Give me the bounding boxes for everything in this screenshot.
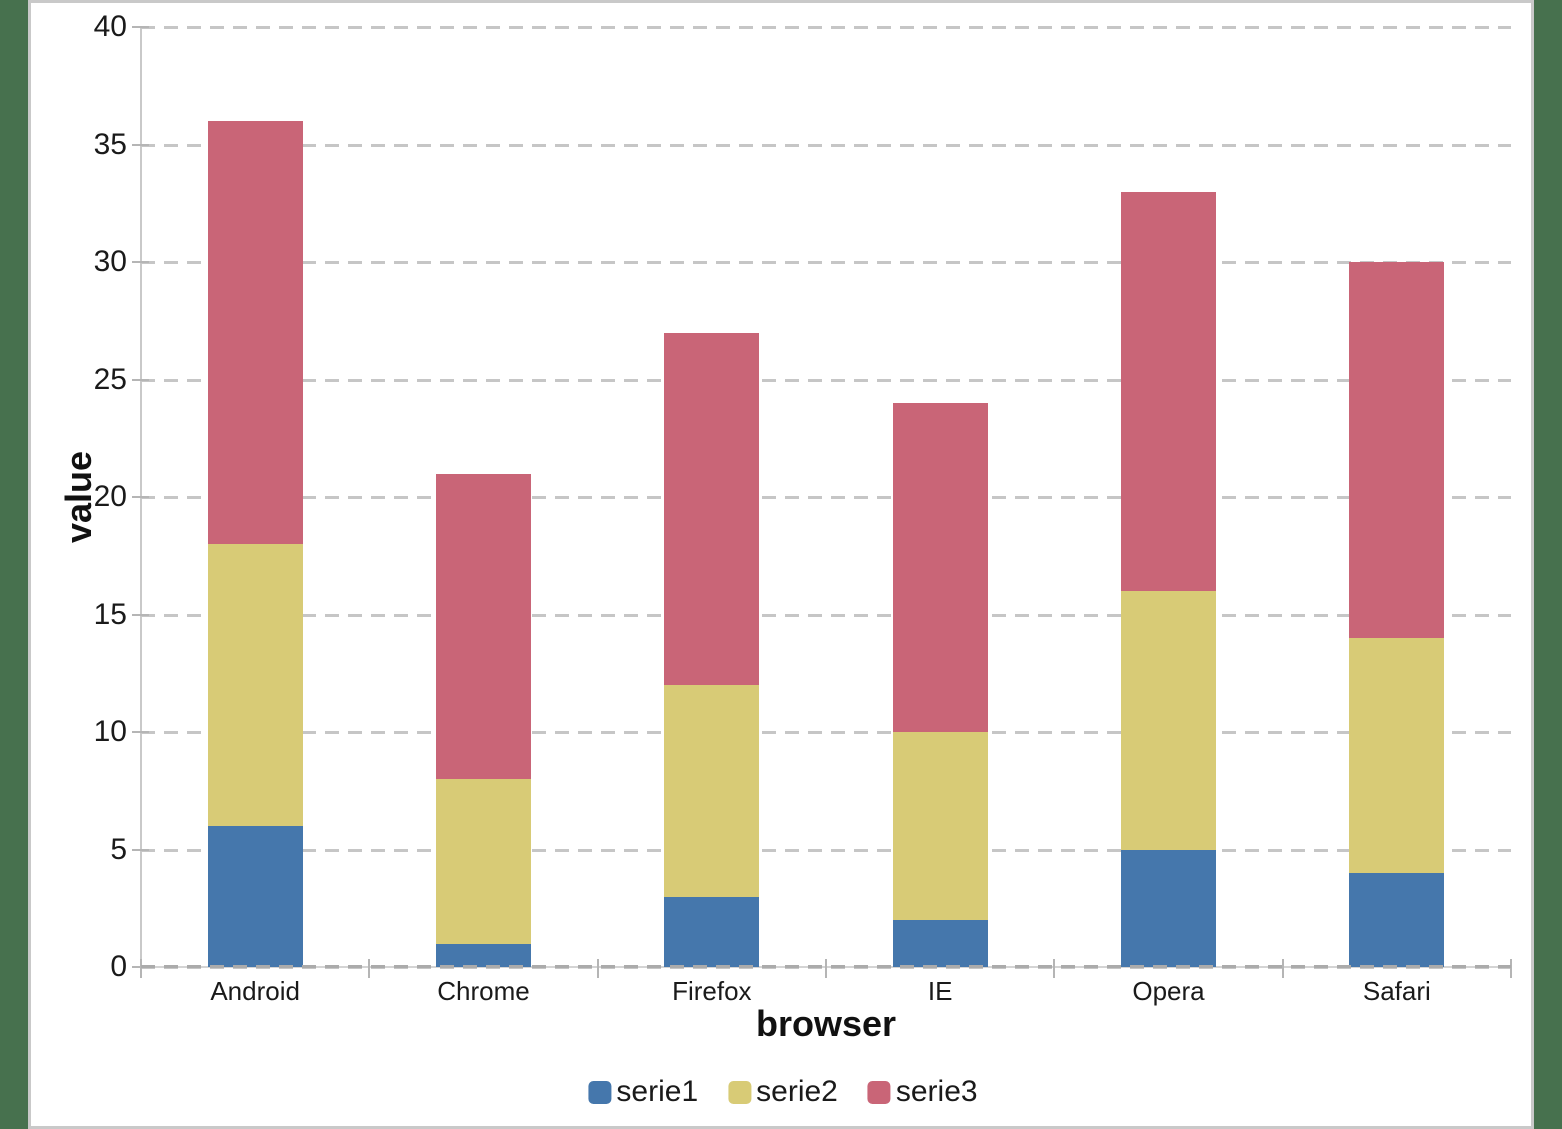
y-tick-label-15: 15	[93, 597, 127, 631]
bar-segment-ie-serie2[interactable]	[892, 732, 988, 920]
zero-gridline-overlay	[141, 965, 1511, 968]
plot-area	[132, 26, 1512, 978]
bar-segment-safari-serie3[interactable]	[1349, 262, 1445, 638]
x-category-label-safari: Safari	[1362, 976, 1431, 1006]
bar-segment-android-serie1[interactable]	[207, 826, 303, 967]
legend-item-serie3[interactable]: serie3	[867, 1075, 978, 1109]
y-tick-label-40: 40	[93, 10, 127, 43]
y-tick-label-0: 0	[110, 950, 127, 983]
y-tick-label-35: 35	[93, 127, 127, 161]
bar-opera	[1121, 191, 1216, 967]
x-axis-tick-0	[140, 959, 142, 978]
bar-firefox	[664, 332, 760, 967]
bar-segment-firefox-serie1[interactable]	[664, 896, 760, 967]
y-axis-tick-10	[132, 731, 149, 733]
gridline-20	[141, 496, 1511, 499]
bar-segment-ie-serie1[interactable]	[892, 920, 988, 967]
x-category-label-chrome: Chrome	[437, 976, 530, 1006]
bar-segment-opera-serie3[interactable]	[1121, 191, 1216, 591]
x-axis-tick-4	[1053, 959, 1056, 978]
x-category-label-opera: Opera	[1132, 976, 1205, 1006]
y-tick-label-5: 5	[110, 832, 127, 866]
bar-ie	[892, 403, 988, 967]
y-tick-label-20: 20	[93, 480, 127, 513]
x-axis-tick-6	[1510, 959, 1512, 978]
x-axis-tick-3	[825, 959, 827, 978]
bar-segment-android-serie2[interactable]	[207, 544, 303, 826]
bar-segment-safari-serie2[interactable]	[1349, 638, 1445, 873]
bar-segment-opera-serie2[interactable]	[1121, 591, 1216, 850]
bar-segment-chrome-serie3[interactable]	[436, 473, 531, 779]
gridline-5	[141, 848, 1511, 852]
x-category-label-firefox: Firefox	[672, 976, 752, 1006]
bar-segment-chrome-serie2[interactable]	[436, 779, 531, 944]
x-axis-title: browser	[755, 1003, 897, 1044]
x-axis-tick-2	[596, 959, 599, 978]
y-axis-tick-25	[132, 378, 149, 381]
legend-swatch-serie1	[588, 1080, 612, 1104]
legend-item-serie1[interactable]: serie1	[588, 1075, 698, 1109]
y-axis-tick-15	[132, 613, 149, 616]
bar-chrome	[436, 473, 531, 967]
bar-android	[207, 121, 303, 967]
y-axis-tick-40	[132, 26, 149, 28]
x-category-label-ie: IE	[927, 976, 953, 1006]
y-axis-tick-20	[132, 496, 149, 498]
y-tick-label-10: 10	[93, 715, 127, 748]
y-tick-label-30: 30	[93, 245, 127, 278]
legend-item-serie2[interactable]: serie2	[728, 1075, 838, 1109]
bar-segment-opera-serie1[interactable]	[1121, 849, 1216, 967]
bar-segment-safari-serie1[interactable]	[1349, 873, 1445, 967]
bar-segment-ie-serie3[interactable]	[892, 403, 988, 732]
gridline-40	[141, 26, 1511, 29]
legend: serie1 serie2 serie3	[588, 1075, 978, 1109]
gridline-10	[141, 731, 1511, 734]
bar-segment-firefox-serie2[interactable]	[664, 685, 760, 897]
gridline-35	[141, 143, 1511, 147]
legend-swatch-serie3	[867, 1080, 891, 1104]
legend-label-serie2: serie2	[756, 1075, 838, 1108]
chart-panel: 0 5 10 15 20 25 30 35 40 Android Chrome Firefox IE O…	[28, 0, 1534, 1129]
legend-label-serie3: serie3	[895, 1075, 978, 1108]
gridline-30	[141, 261, 1511, 264]
y-axis-tick-30	[132, 261, 149, 263]
bar-segment-chrome-serie1[interactable]	[436, 943, 531, 967]
bar-safari	[1349, 262, 1445, 967]
x-axis-tick-5	[1281, 959, 1284, 978]
x-category-label-android: Android	[210, 976, 300, 1006]
legend-label-serie1: serie1	[616, 1075, 699, 1108]
y-tick-label-25: 25	[93, 362, 127, 396]
x-axis-tick-1	[368, 959, 371, 978]
legend-swatch-serie2	[728, 1080, 752, 1104]
gridline-25	[141, 378, 1511, 382]
y-axis-tick-35	[132, 143, 149, 146]
bar-segment-android-serie3[interactable]	[207, 121, 303, 544]
gridline-15	[141, 613, 1511, 617]
y-axis-tick-5	[132, 848, 149, 851]
y-axis-title: value	[58, 450, 99, 544]
bar-segment-firefox-serie3[interactable]	[664, 332, 760, 685]
